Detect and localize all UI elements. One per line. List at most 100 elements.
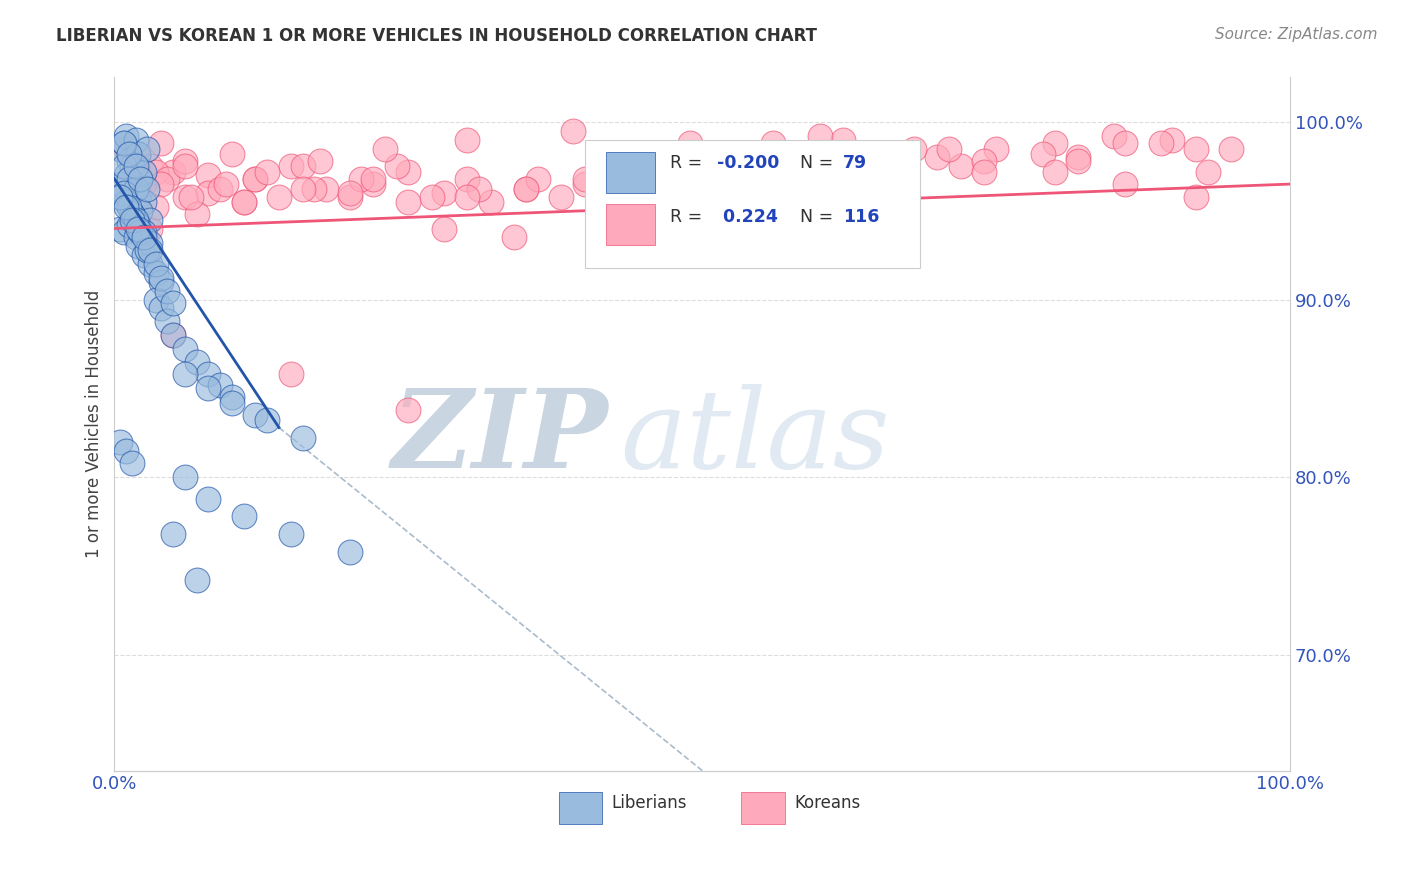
- Point: [690, 146, 713, 161]
- Point: [197, 368, 219, 382]
- Point: [550, 189, 572, 203]
- Point: [136, 243, 159, 257]
- Point: [1150, 136, 1173, 151]
- Point: [145, 266, 167, 280]
- Point: [927, 150, 949, 164]
- Point: [668, 194, 690, 209]
- Point: [808, 129, 831, 144]
- Point: [156, 284, 179, 298]
- Text: Liberians: Liberians: [612, 794, 688, 812]
- Text: atlas: atlas: [620, 384, 890, 491]
- Point: [197, 186, 219, 200]
- Point: [1043, 136, 1066, 151]
- Point: [1067, 150, 1090, 164]
- Point: [468, 182, 491, 196]
- Point: [1067, 153, 1090, 168]
- Point: [162, 328, 184, 343]
- Point: [115, 129, 138, 144]
- Point: [186, 574, 208, 588]
- Text: R =: R =: [671, 208, 709, 226]
- Point: [973, 153, 995, 168]
- Point: [117, 146, 139, 161]
- Point: [396, 402, 419, 417]
- Point: [1114, 136, 1136, 151]
- Point: [186, 355, 208, 369]
- Point: [186, 207, 208, 221]
- Text: -0.200: -0.200: [717, 153, 780, 171]
- Point: [515, 182, 537, 196]
- Point: [110, 189, 132, 203]
- Point: [129, 171, 152, 186]
- Point: [124, 159, 146, 173]
- Point: [1185, 142, 1208, 156]
- Point: [127, 239, 149, 253]
- Point: [984, 142, 1007, 156]
- Point: [162, 527, 184, 541]
- Point: [110, 177, 132, 191]
- Point: [117, 171, 139, 186]
- Point: [315, 182, 337, 196]
- FancyBboxPatch shape: [606, 204, 655, 245]
- Point: [150, 271, 173, 285]
- Point: [117, 218, 139, 232]
- Point: [117, 153, 139, 168]
- Point: [938, 142, 960, 156]
- Point: [174, 159, 197, 173]
- Point: [304, 182, 326, 196]
- Point: [879, 177, 901, 191]
- Point: [110, 434, 132, 449]
- Point: [339, 186, 361, 200]
- Point: [1197, 164, 1219, 178]
- Point: [138, 235, 160, 250]
- Point: [679, 136, 702, 151]
- Point: [132, 177, 155, 191]
- Point: [350, 171, 373, 186]
- Point: [690, 189, 713, 203]
- Point: [127, 218, 149, 232]
- Point: [180, 189, 202, 203]
- Point: [396, 194, 419, 209]
- Point: [361, 177, 384, 191]
- Point: [291, 182, 314, 196]
- Point: [132, 225, 155, 239]
- Point: [245, 171, 267, 186]
- Point: [526, 171, 548, 186]
- Point: [121, 186, 143, 200]
- Point: [949, 159, 972, 173]
- Point: [785, 189, 807, 203]
- Point: [156, 171, 179, 186]
- Point: [456, 171, 478, 186]
- Point: [291, 431, 314, 445]
- Point: [432, 186, 454, 200]
- Point: [197, 491, 219, 506]
- Point: [432, 221, 454, 235]
- Point: [121, 207, 143, 221]
- Text: LIBERIAN VS KOREAN 1 OR MORE VEHICLES IN HOUSEHOLD CORRELATION CHART: LIBERIAN VS KOREAN 1 OR MORE VEHICLES IN…: [56, 27, 817, 45]
- Point: [973, 164, 995, 178]
- Point: [361, 171, 384, 186]
- Point: [879, 171, 901, 186]
- Point: [138, 221, 160, 235]
- Text: N =: N =: [800, 153, 838, 171]
- Point: [112, 186, 135, 200]
- Point: [280, 527, 302, 541]
- Point: [515, 182, 537, 196]
- Point: [121, 212, 143, 227]
- Point: [479, 194, 502, 209]
- Point: [150, 177, 173, 191]
- Point: [145, 293, 167, 307]
- Point: [385, 159, 408, 173]
- Point: [121, 212, 143, 227]
- Point: [127, 189, 149, 203]
- Point: [138, 257, 160, 271]
- Point: [138, 243, 160, 257]
- Text: 0.224: 0.224: [717, 208, 779, 226]
- Text: R =: R =: [671, 153, 709, 171]
- Text: Source: ZipAtlas.com: Source: ZipAtlas.com: [1215, 27, 1378, 42]
- Point: [112, 136, 135, 151]
- Point: [121, 153, 143, 168]
- Point: [127, 221, 149, 235]
- Point: [150, 301, 173, 316]
- Point: [162, 164, 184, 178]
- Point: [145, 164, 167, 178]
